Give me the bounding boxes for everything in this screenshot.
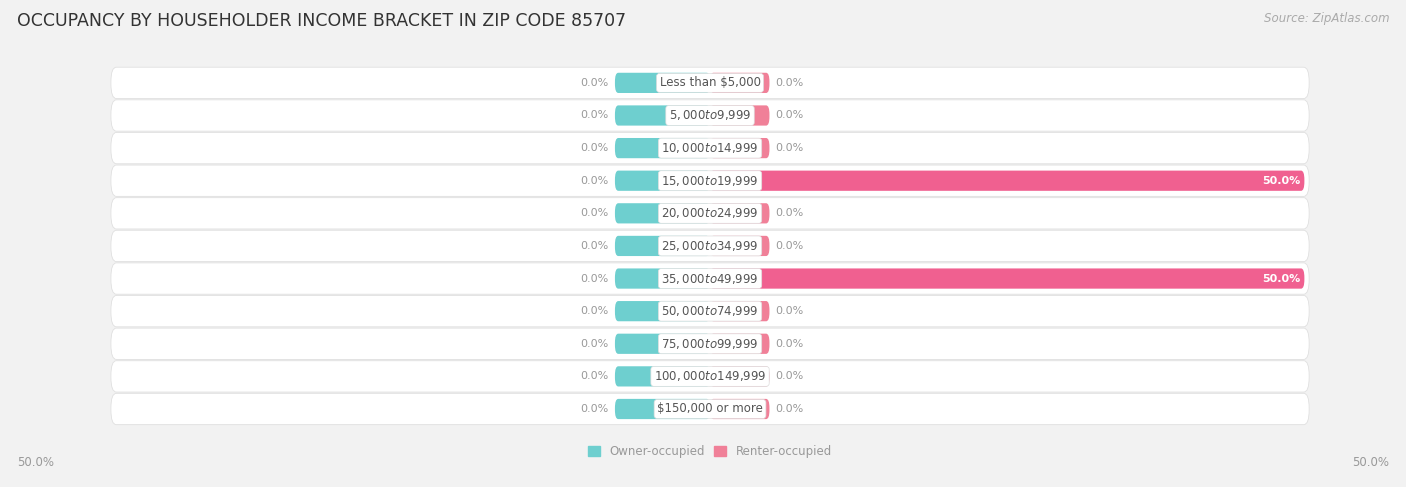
Text: 0.0%: 0.0% bbox=[776, 339, 804, 349]
Text: 0.0%: 0.0% bbox=[776, 111, 804, 120]
Text: Source: ZipAtlas.com: Source: ZipAtlas.com bbox=[1264, 12, 1389, 25]
FancyBboxPatch shape bbox=[710, 73, 769, 93]
FancyBboxPatch shape bbox=[614, 334, 710, 354]
Text: $15,000 to $19,999: $15,000 to $19,999 bbox=[661, 174, 759, 187]
FancyBboxPatch shape bbox=[710, 203, 769, 224]
FancyBboxPatch shape bbox=[710, 301, 769, 321]
FancyBboxPatch shape bbox=[111, 393, 1309, 425]
FancyBboxPatch shape bbox=[111, 328, 1309, 359]
FancyBboxPatch shape bbox=[614, 268, 710, 289]
FancyBboxPatch shape bbox=[710, 334, 769, 354]
Text: 0.0%: 0.0% bbox=[581, 274, 609, 283]
Text: 0.0%: 0.0% bbox=[776, 404, 804, 414]
Text: Less than $5,000: Less than $5,000 bbox=[659, 76, 761, 90]
FancyBboxPatch shape bbox=[614, 170, 710, 191]
FancyBboxPatch shape bbox=[111, 132, 1309, 164]
Text: 0.0%: 0.0% bbox=[776, 143, 804, 153]
Text: $35,000 to $49,999: $35,000 to $49,999 bbox=[661, 272, 759, 285]
Text: $100,000 to $149,999: $100,000 to $149,999 bbox=[654, 369, 766, 383]
FancyBboxPatch shape bbox=[710, 170, 1305, 191]
Text: $25,000 to $34,999: $25,000 to $34,999 bbox=[661, 239, 759, 253]
Text: 0.0%: 0.0% bbox=[776, 241, 804, 251]
FancyBboxPatch shape bbox=[111, 296, 1309, 327]
Text: $5,000 to $9,999: $5,000 to $9,999 bbox=[669, 109, 751, 123]
Text: 50.0%: 50.0% bbox=[1263, 274, 1301, 283]
Text: 50.0%: 50.0% bbox=[1263, 176, 1301, 186]
Text: 50.0%: 50.0% bbox=[17, 456, 53, 469]
Text: OCCUPANCY BY HOUSEHOLDER INCOME BRACKET IN ZIP CODE 85707: OCCUPANCY BY HOUSEHOLDER INCOME BRACKET … bbox=[17, 12, 626, 30]
Text: 0.0%: 0.0% bbox=[581, 306, 609, 316]
Text: $50,000 to $74,999: $50,000 to $74,999 bbox=[661, 304, 759, 318]
Text: $20,000 to $24,999: $20,000 to $24,999 bbox=[661, 206, 759, 220]
Text: 0.0%: 0.0% bbox=[581, 111, 609, 120]
FancyBboxPatch shape bbox=[614, 366, 710, 387]
FancyBboxPatch shape bbox=[111, 100, 1309, 131]
Text: 0.0%: 0.0% bbox=[581, 208, 609, 218]
FancyBboxPatch shape bbox=[111, 230, 1309, 262]
Text: 0.0%: 0.0% bbox=[581, 176, 609, 186]
FancyBboxPatch shape bbox=[111, 263, 1309, 294]
FancyBboxPatch shape bbox=[614, 105, 710, 126]
Text: 0.0%: 0.0% bbox=[581, 78, 609, 88]
FancyBboxPatch shape bbox=[614, 399, 710, 419]
FancyBboxPatch shape bbox=[111, 165, 1309, 196]
Text: 0.0%: 0.0% bbox=[776, 372, 804, 381]
Text: 0.0%: 0.0% bbox=[581, 372, 609, 381]
Text: 0.0%: 0.0% bbox=[776, 208, 804, 218]
FancyBboxPatch shape bbox=[111, 361, 1309, 392]
Text: 0.0%: 0.0% bbox=[581, 143, 609, 153]
FancyBboxPatch shape bbox=[710, 268, 1305, 289]
FancyBboxPatch shape bbox=[614, 138, 710, 158]
FancyBboxPatch shape bbox=[710, 366, 769, 387]
Text: $150,000 or more: $150,000 or more bbox=[657, 402, 763, 415]
Text: $10,000 to $14,999: $10,000 to $14,999 bbox=[661, 141, 759, 155]
Text: 0.0%: 0.0% bbox=[776, 78, 804, 88]
Legend: Owner-occupied, Renter-occupied: Owner-occupied, Renter-occupied bbox=[583, 440, 837, 463]
FancyBboxPatch shape bbox=[710, 399, 769, 419]
Text: 0.0%: 0.0% bbox=[581, 404, 609, 414]
FancyBboxPatch shape bbox=[614, 301, 710, 321]
FancyBboxPatch shape bbox=[710, 236, 769, 256]
Text: $75,000 to $99,999: $75,000 to $99,999 bbox=[661, 337, 759, 351]
FancyBboxPatch shape bbox=[614, 203, 710, 224]
FancyBboxPatch shape bbox=[614, 73, 710, 93]
FancyBboxPatch shape bbox=[614, 236, 710, 256]
Text: 0.0%: 0.0% bbox=[581, 339, 609, 349]
Text: 0.0%: 0.0% bbox=[581, 241, 609, 251]
FancyBboxPatch shape bbox=[710, 105, 769, 126]
FancyBboxPatch shape bbox=[710, 138, 769, 158]
Text: 0.0%: 0.0% bbox=[776, 306, 804, 316]
FancyBboxPatch shape bbox=[111, 198, 1309, 229]
FancyBboxPatch shape bbox=[111, 67, 1309, 98]
Text: 50.0%: 50.0% bbox=[1353, 456, 1389, 469]
